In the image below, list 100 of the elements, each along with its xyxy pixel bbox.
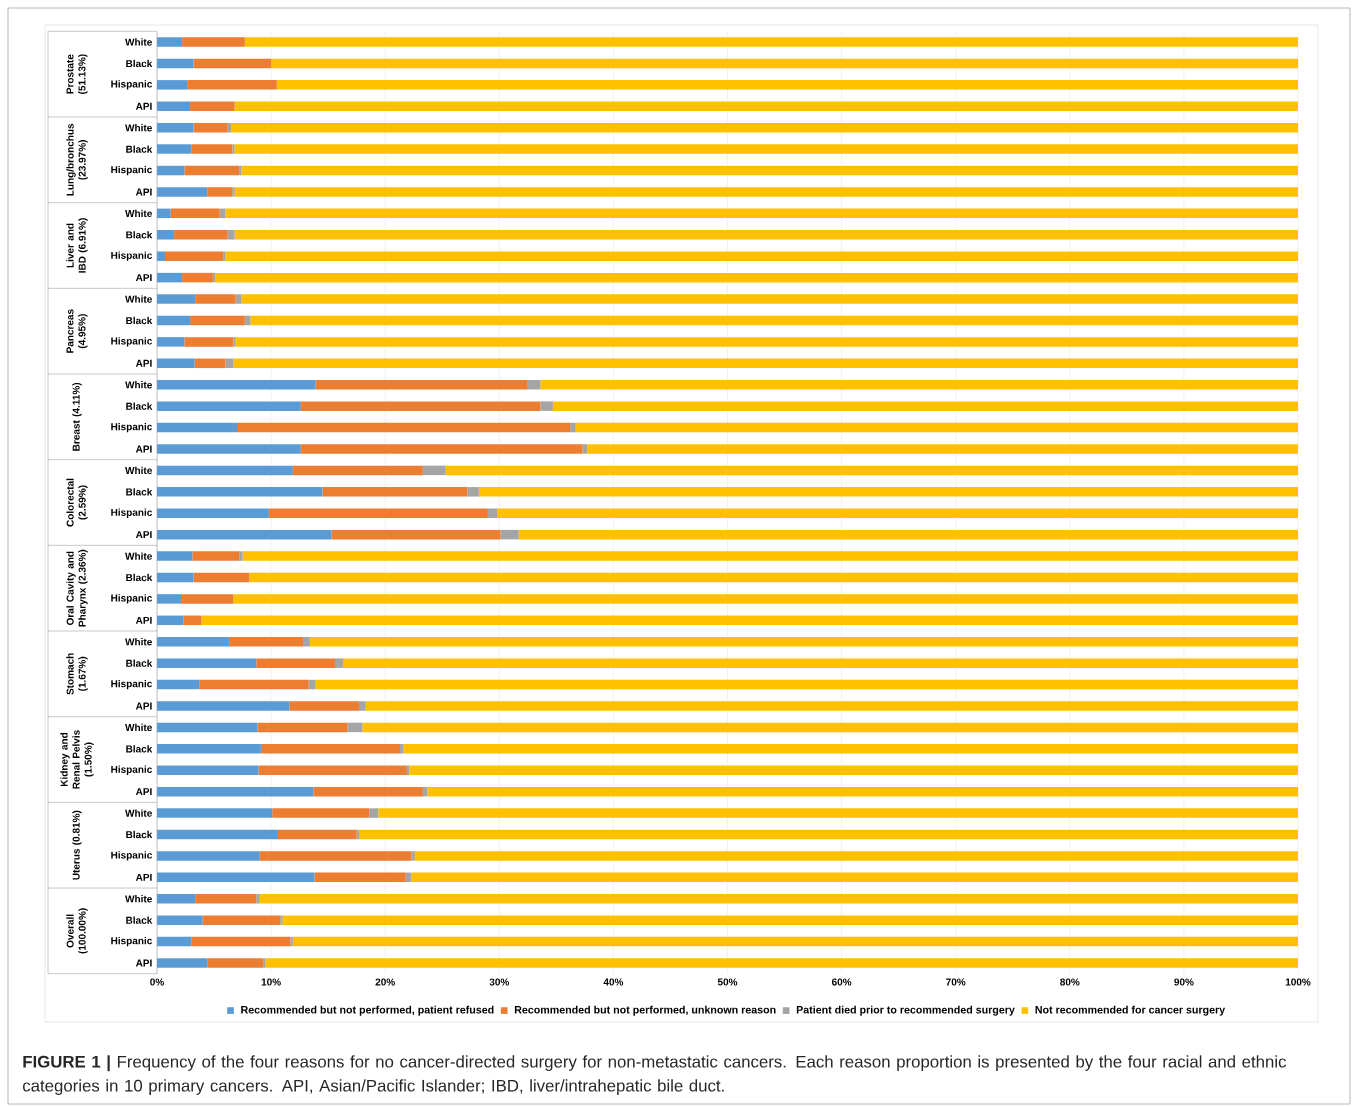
bar [157,144,192,154]
bar [292,936,1299,947]
bar [157,936,192,947]
bar [184,165,240,176]
bar [422,465,446,476]
bar [157,722,258,733]
y-tick-label: Black [126,659,153,667]
bar [467,487,479,497]
bar [199,679,309,690]
bar [157,594,181,604]
bar [207,958,264,968]
bar [195,294,236,304]
bar [191,936,291,947]
bar [157,572,194,583]
bar [256,658,336,668]
bar [202,915,281,925]
text: Oral Cavity and Pharynx (2.36%) [66,549,88,627]
y-tick-label: Black [126,231,153,239]
y-tick-label: White [125,124,152,132]
x-tick-label: 30% [489,978,510,986]
bar [184,337,234,347]
bar [234,230,1299,240]
bar [225,251,1299,261]
bar [194,358,226,369]
legend-label: Recommended but not performed, unknown reason [514,1005,776,1016]
text: Liver and IBD (6.91%) [66,218,88,273]
bar [411,851,415,861]
bar [232,144,235,154]
bar [157,615,184,626]
y-tick-label: Hispanic [111,251,152,261]
bar [157,701,290,711]
bar [157,401,301,411]
bar [157,872,315,883]
bar [157,208,171,219]
y-tick-label: White [125,552,152,560]
bar [497,508,1299,518]
bar [570,422,576,433]
bar [582,444,588,454]
bar [244,315,251,326]
y-tick-label: White [125,295,152,303]
y-tick-label: White [125,809,152,817]
bar [335,658,343,668]
bar [409,765,1299,775]
bar [280,915,283,925]
bar [277,829,357,840]
x-tick-label: 0% [150,978,164,986]
y-tick-label: Hispanic [111,508,152,518]
bar [157,58,194,69]
y-tick-label: Black [126,402,153,410]
bar [445,465,1299,476]
text: Kidney and Renal Pelvis (1.50%) [60,730,94,789]
x-tick-label: 80% [1060,978,1080,986]
bar [241,294,1299,304]
bar [157,444,301,454]
bar [182,272,213,283]
y-tick-label: White [125,381,152,389]
bar [478,487,1299,497]
y-tick-label: Hispanic [111,422,152,433]
legend-label: Recommended but not performed, patient refused [241,1005,494,1016]
bar [406,765,410,775]
y-tick-label: White [125,638,152,646]
bar [191,144,233,154]
bar [314,872,406,883]
y-tick-label: Hispanic [111,679,152,690]
y-tick-label: API [135,531,152,539]
bar [358,701,366,711]
bar [282,915,1299,925]
y-tick-label: API [135,102,152,110]
bar [228,636,304,647]
bar [259,894,1299,904]
text: Overall (100.00%) [66,908,88,954]
bar [227,230,235,240]
bar [263,958,266,968]
bar [157,808,273,818]
bar [157,829,278,840]
y-tick-label: Hispanic [111,165,152,176]
text: Prostate (51.13%) [66,54,88,94]
bar [260,744,401,754]
y-tick-label: API [135,274,152,282]
y-tick-label: White [125,466,152,475]
bar [268,508,488,518]
bar [315,679,1299,690]
bar [358,829,1299,840]
x-tick-label: 90% [1174,978,1194,986]
y-tick-label: Black [126,745,153,753]
bar [234,144,1299,154]
bar [157,251,165,261]
bar [157,851,260,861]
bar [193,572,250,583]
bar [342,658,1299,668]
bar [225,358,234,369]
y-tick-label: Black [126,830,153,839]
bar [193,58,272,69]
bar [157,422,239,433]
text: Stomach (1.67%) [66,653,88,695]
y-tick-label: API [135,616,152,624]
bar [192,551,240,561]
bar [500,529,519,540]
bar [157,529,332,540]
bar [157,765,259,775]
